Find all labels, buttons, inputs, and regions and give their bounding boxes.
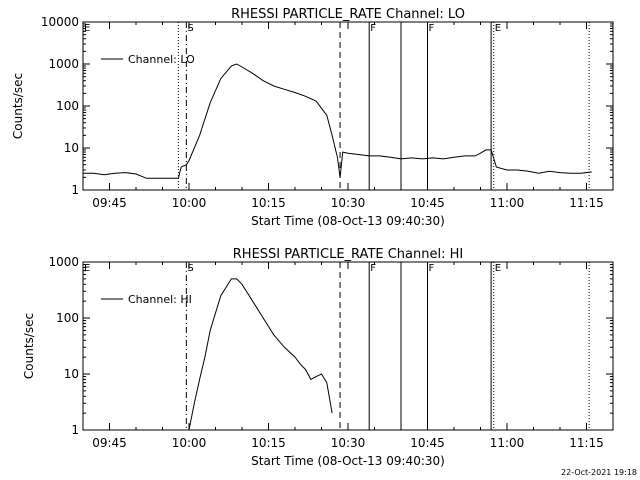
- time-marker-label: F: [429, 23, 435, 34]
- x-tick-label: 11:15: [569, 196, 604, 210]
- x-axis-label: Start Time (08-Oct-13 09:40:30): [251, 454, 445, 468]
- legend-entry: Channel: HI: [128, 293, 192, 306]
- y-tick-label: 10000: [41, 15, 79, 29]
- time-marker-label: S: [187, 263, 193, 274]
- panel-lo-channel: RHESSI PARTICLE_RATE Channel: LO Start Ti…: [11, 7, 614, 228]
- y-axis-label: Counts/sec: [22, 313, 36, 379]
- y-tick-label: 1: [71, 423, 79, 437]
- time-marker-label: F: [370, 23, 376, 34]
- x-tick-label: 10:45: [410, 196, 445, 210]
- x-axis-label: Start Time (08-Oct-13 09:40:30): [251, 214, 445, 228]
- footer-timestamp: 22-Oct-2021 19:18: [561, 468, 637, 477]
- y-axis-label: Counts/sec: [11, 73, 25, 139]
- x-tick-label: 09:45: [92, 196, 127, 210]
- time-marker-label: E: [495, 23, 501, 34]
- x-tick-label: 11:00: [490, 436, 525, 450]
- plot-frame: [82, 21, 614, 191]
- x-tick-label: 10:15: [251, 436, 286, 450]
- x-tick-label: 11:15: [569, 436, 604, 450]
- chart-title: RHESSI PARTICLE_RATE Channel: HI: [233, 247, 463, 262]
- time-marker-label: E: [495, 263, 501, 274]
- chart-title: RHESSI PARTICLE_RATE Channel: LO: [231, 7, 465, 22]
- x-tick-label: 10:00: [172, 196, 207, 210]
- y-tick-label: 100: [56, 311, 79, 325]
- series-line: [83, 63, 592, 179]
- series-line: [188, 278, 333, 431]
- panel-hi-channel: RHESSI PARTICLE_RATE Channel: HI Start Ti…: [22, 247, 614, 468]
- y-tick-label: 100: [56, 99, 79, 113]
- plot-frame: [82, 261, 614, 431]
- legend-entry: Channel: LO: [128, 53, 195, 66]
- time-marker-label: F: [370, 263, 376, 274]
- time-marker-label: E: [84, 263, 90, 274]
- y-tick-label: 1000: [48, 255, 79, 269]
- x-tick-label: 10:15: [251, 196, 286, 210]
- x-tick-label: 10:30: [331, 196, 366, 210]
- y-tick-label: 1000: [48, 57, 79, 71]
- x-tick-label: 10:30: [331, 436, 366, 450]
- x-tick-label: 09:45: [92, 436, 127, 450]
- time-marker-label: F: [429, 263, 435, 274]
- x-tick-label: 10:00: [172, 436, 207, 450]
- time-marker-label: E: [84, 23, 90, 34]
- time-marker-label: S: [187, 23, 193, 34]
- x-tick-label: 11:00: [490, 196, 525, 210]
- y-tick-label: 1: [71, 183, 79, 197]
- x-tick-label: 10:45: [410, 436, 445, 450]
- y-tick-label: 10: [64, 141, 79, 155]
- y-tick-label: 10: [64, 367, 79, 381]
